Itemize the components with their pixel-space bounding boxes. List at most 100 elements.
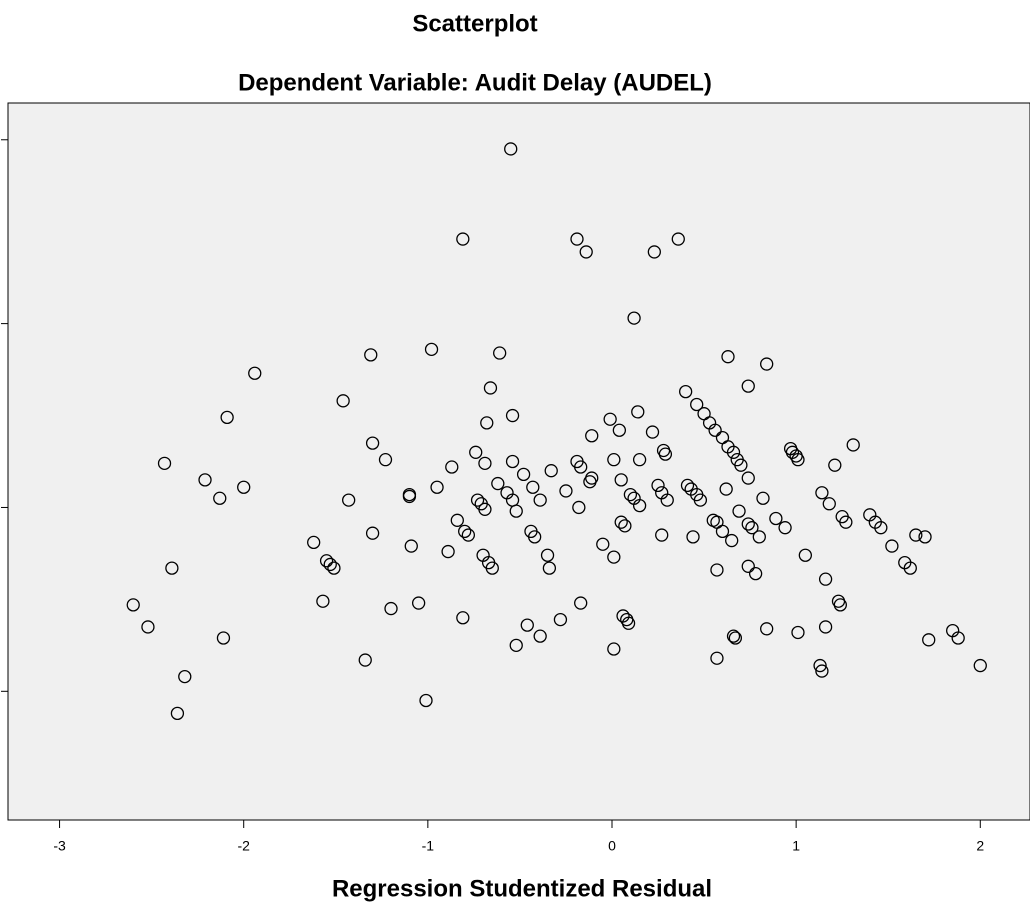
point — [574, 596, 588, 610]
point — [336, 394, 350, 408]
point — [719, 482, 733, 496]
point — [710, 563, 724, 577]
point — [791, 453, 805, 467]
point — [544, 464, 558, 478]
point — [220, 410, 234, 425]
point — [710, 651, 724, 665]
point — [822, 497, 836, 511]
point — [732, 504, 746, 518]
point — [658, 447, 673, 461]
point — [846, 438, 860, 452]
point — [574, 460, 588, 474]
point — [741, 471, 755, 485]
x-tick-label: -3 — [53, 838, 66, 854]
point — [778, 521, 792, 535]
point — [450, 513, 464, 527]
point — [384, 601, 398, 616]
point — [316, 594, 330, 608]
point — [815, 664, 829, 678]
x-tick-label: 2 — [976, 838, 984, 854]
point — [342, 493, 356, 507]
point — [126, 598, 140, 612]
point — [596, 537, 610, 551]
point — [818, 572, 833, 586]
point — [445, 460, 459, 474]
point — [365, 526, 380, 540]
point — [319, 554, 334, 568]
point — [458, 524, 472, 539]
point — [469, 445, 483, 459]
point — [358, 653, 372, 667]
point — [430, 480, 444, 494]
point — [614, 473, 628, 487]
point — [760, 622, 774, 636]
point — [618, 519, 632, 533]
point — [655, 528, 669, 542]
point — [213, 491, 227, 505]
point — [248, 366, 262, 380]
point — [364, 348, 378, 362]
point — [424, 342, 439, 357]
point — [504, 142, 518, 156]
point — [922, 633, 936, 647]
point — [815, 486, 829, 500]
point — [323, 557, 337, 572]
point — [651, 478, 665, 493]
point — [516, 467, 531, 482]
point — [216, 631, 231, 645]
point — [627, 311, 641, 325]
point — [833, 598, 847, 612]
point — [612, 423, 627, 437]
point — [485, 561, 499, 575]
point — [505, 454, 520, 469]
point — [645, 425, 660, 439]
point — [660, 493, 674, 507]
point — [756, 491, 770, 505]
point — [680, 478, 695, 493]
point — [726, 629, 741, 643]
point — [585, 429, 599, 443]
x-tick-label: 0 — [608, 838, 616, 854]
point — [157, 456, 172, 470]
point — [706, 513, 720, 527]
point — [828, 458, 842, 472]
point — [456, 611, 470, 625]
point — [631, 405, 645, 419]
point — [583, 475, 597, 489]
point — [579, 245, 593, 259]
point — [741, 517, 755, 531]
point — [411, 596, 426, 610]
chart-title: Scatterplot — [412, 10, 537, 37]
point — [491, 476, 505, 491]
point — [741, 559, 755, 573]
point — [903, 561, 917, 575]
point — [570, 232, 584, 246]
point — [769, 511, 783, 526]
point — [726, 445, 741, 459]
point — [690, 397, 704, 412]
point — [686, 530, 700, 544]
point — [760, 357, 774, 371]
point — [839, 515, 853, 529]
point — [745, 521, 759, 535]
point — [402, 489, 417, 504]
point — [572, 500, 586, 515]
point — [456, 232, 470, 246]
point — [470, 493, 485, 507]
point — [520, 618, 534, 632]
x-tick-label: -1 — [422, 838, 435, 854]
point — [480, 416, 494, 430]
point — [791, 625, 805, 640]
point — [461, 528, 476, 542]
point — [632, 498, 647, 513]
point — [365, 436, 380, 450]
point — [885, 539, 899, 553]
x-tick-label: 1 — [792, 838, 800, 854]
point — [752, 530, 766, 544]
point — [441, 544, 455, 559]
x-axis-title: Regression Studentized Residual — [332, 875, 712, 902]
point — [874, 521, 888, 535]
point — [509, 504, 523, 518]
point — [918, 530, 932, 544]
